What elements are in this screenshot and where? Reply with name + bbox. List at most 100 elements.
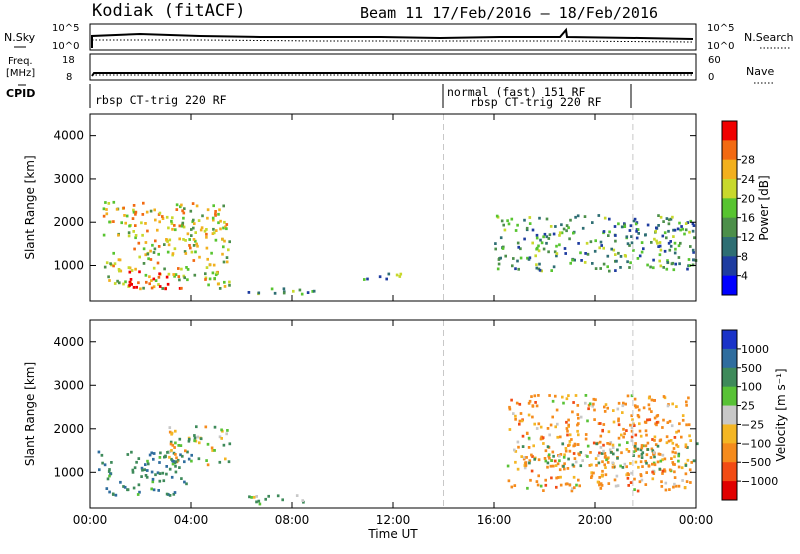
velocity-cell [551,415,554,419]
velocity-cell [649,456,653,459]
velocity-cell [150,487,153,491]
power-colorbar-tick-label: 16 [741,212,755,225]
power-cell [225,227,228,231]
power-cell [540,269,543,273]
velocity-cell [665,441,669,445]
power-cell [568,237,571,241]
power-cell [385,277,388,281]
power-cell [572,231,575,235]
velocity-cell [680,466,684,470]
power-cell [216,282,220,286]
velocity-cell [598,476,601,479]
velocity-cell [172,451,176,455]
velocity-cell [537,422,541,426]
velocity-cell [685,480,689,483]
velocity-cell [603,463,606,467]
power-cell [140,221,143,225]
velocity-cell [675,430,678,434]
velocity-cell [616,448,619,452]
velocity-cell [692,459,696,463]
power-cell [614,234,617,237]
power-cell [554,225,557,228]
power-cell [683,232,686,236]
velocity-cell [670,457,673,460]
velocity-cell [571,487,574,491]
velocity-cell [174,460,178,464]
velocity-panel: 1000 2000 3000 4000 00:00 04:00 08:00 12:00 16:0… [23,319,788,541]
velocity-cell [652,461,656,465]
power-cell [228,280,231,284]
power-cell [665,217,669,220]
velocity-cell [157,489,160,492]
velocity-cell [108,490,111,494]
power-cell [684,228,688,232]
power-cell [626,242,630,246]
power-cell [672,235,675,238]
velocity-cell [653,416,657,420]
velocity-cell [603,452,607,455]
power-cell [182,225,186,229]
power-cell [677,256,681,259]
velocity-cell [584,437,588,441]
power-cell [650,241,653,244]
power-cell [594,239,597,243]
velocity-cell [111,492,115,496]
velocity-cell [611,446,615,449]
velocity-cell [193,434,196,437]
power-cell [678,221,681,225]
power-cell [213,231,216,235]
velocity-cell [589,451,592,454]
velocity-cell [558,468,562,472]
x-tick-label: 08:00 [275,513,310,527]
velocity-cell [206,442,210,446]
velocity-cell [158,479,162,483]
power-cell [206,208,210,212]
velocity-cell [579,415,583,419]
power-cell [119,269,123,273]
power-cell [563,247,567,250]
velocity-cell [571,463,575,467]
power-cell [152,285,156,289]
power-cell [519,247,522,251]
power-cell [175,208,179,211]
velocity-cell [611,465,615,469]
power-cell [692,258,695,262]
velocity-cell [667,439,671,443]
velocity-cell [168,494,172,497]
power-cell [282,287,286,291]
velocity-cell [669,439,673,442]
power-cell [134,267,137,271]
power-cell [667,241,671,245]
power-cell [619,255,623,258]
velocity-cell [671,450,675,454]
power-cell [646,263,649,267]
power-cell [178,278,181,282]
velocity-cell [193,436,197,440]
velocity-colorbar-tick-label: 25 [741,400,755,413]
velocity-cell [687,423,691,427]
velocity-cell [103,463,107,467]
velocity-cell [611,461,614,465]
velocity-cell [168,430,172,434]
velocity-cell [555,485,558,489]
velocity-cell [644,444,648,448]
power-cell [602,230,606,233]
power-cell [494,247,497,251]
power-cell [120,221,123,225]
velocity-cell [185,482,188,486]
power-heatmap-cells [102,200,698,296]
power-cell [214,214,217,217]
velocity-cell [114,493,118,497]
velocity-cell [173,491,177,494]
velocity-cell [651,477,655,481]
velocity-cell [597,461,601,465]
power-y-axis-label: Slant Range [km] [23,155,37,259]
power-cell [166,240,169,243]
velocity-cell [664,488,668,492]
power-cell [579,251,582,255]
power-y-tick-label: 2000 [53,215,84,229]
power-cell [182,216,185,220]
power-cell [600,244,603,247]
power-cell [512,257,515,260]
velocity-cell [633,477,636,481]
